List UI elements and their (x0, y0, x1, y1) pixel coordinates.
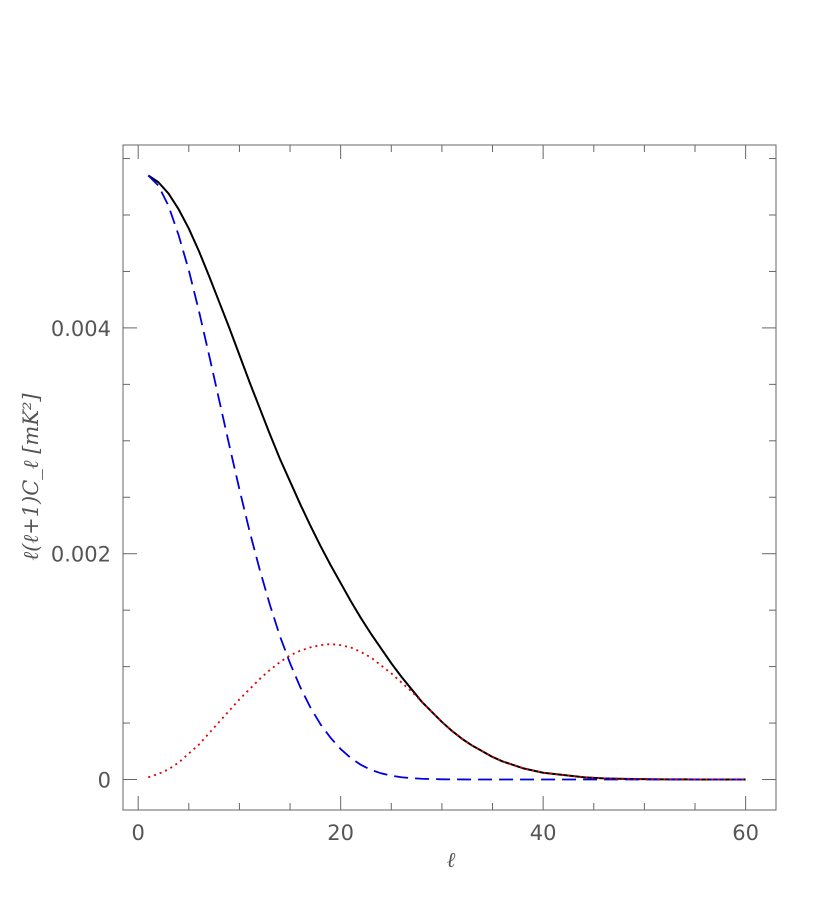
axis-tick-labels: 0 20 40 60 0 0.002 0.004 (51, 317, 759, 845)
series-line-solid (147, 174, 746, 781)
x-tick-label: 20 (327, 821, 354, 845)
y-axis-title: ℓ(ℓ+1)C_ℓ [mK²] (19, 393, 43, 561)
y-tick-label: 0 (98, 769, 111, 793)
x-tick-label: 0 (131, 821, 144, 845)
x-tick-label: 40 (530, 821, 557, 845)
series-line-dashed (147, 174, 746, 781)
series-line-dotted (148, 643, 746, 781)
axis-ticks (123, 145, 776, 810)
plot-frame (122, 144, 777, 811)
y-tick-label: 0.004 (51, 317, 111, 341)
x-axis-title: ℓ (447, 848, 456, 872)
x-tick-label: 60 (732, 821, 759, 845)
data-series (147, 174, 746, 781)
y-tick-label: 0.002 (51, 543, 111, 567)
